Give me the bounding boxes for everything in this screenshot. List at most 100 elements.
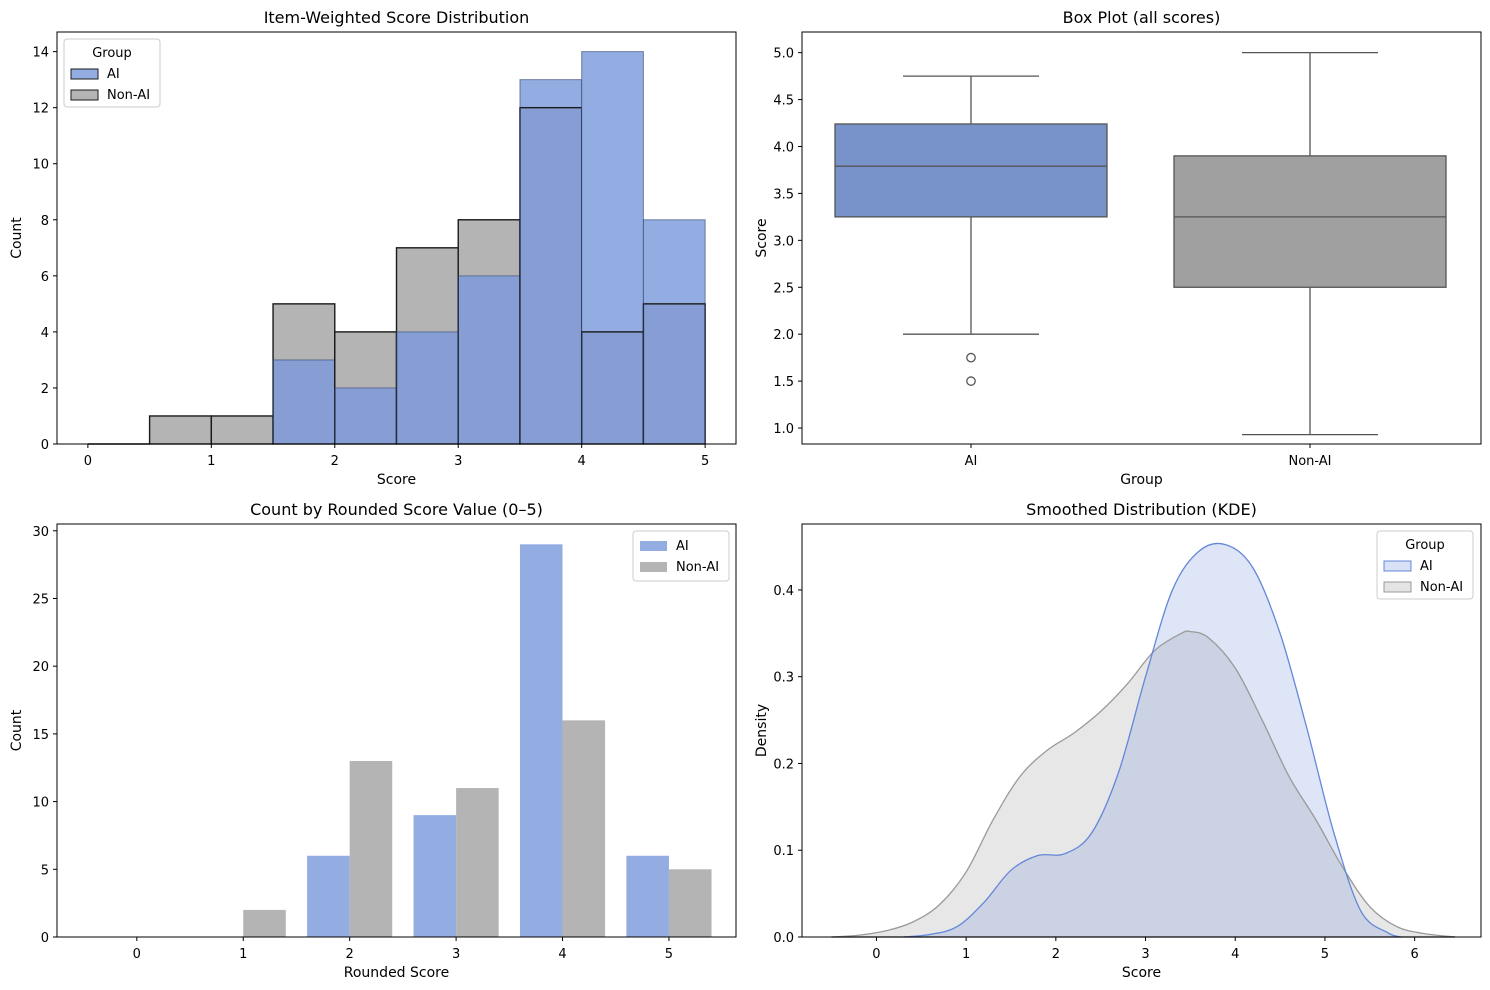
legend-swatch-non-ai <box>640 562 667 572</box>
y-tick-label-p1-5: 10 <box>32 158 49 173</box>
hist-overlap-bar <box>334 387 397 444</box>
y-tick-label-p4-4: 0.4 <box>773 584 794 599</box>
y-tick-label-p1-2: 4 <box>41 326 49 341</box>
hist-overlap-bar <box>519 107 582 445</box>
y-tick-label-p3-1: 5 <box>41 863 49 878</box>
y-axis-label-2: Score <box>754 218 770 257</box>
x-tick-label-p3-1: 1 <box>239 947 247 962</box>
chart-title-4: Smoothed Distribution (KDE) <box>1026 500 1257 519</box>
hist-excess-bar <box>581 51 644 332</box>
y-tick-label-p2-3: 2.5 <box>773 281 794 296</box>
legend-swatch-ai <box>640 541 667 551</box>
y-tick-label-p3-4: 20 <box>32 660 49 675</box>
hist-excess-bar <box>149 415 212 444</box>
y-tick-label-p4-1: 0.1 <box>773 844 794 859</box>
x-tick-label-p1-3: 3 <box>454 454 462 469</box>
x-tick-label-p1-2: 2 <box>331 454 339 469</box>
y-tick-label-p3-0: 0 <box>41 931 49 946</box>
y-tick-label-p4-0: 0.0 <box>773 931 794 946</box>
x-tick-label-p3-5: 5 <box>665 947 673 962</box>
x-axis-label-3: Rounded Score <box>344 965 449 981</box>
x-tick-label-p4-6: 6 <box>1410 947 1418 962</box>
bar-ai-3 <box>413 815 457 937</box>
y-tick-label-p1-3: 6 <box>41 270 49 285</box>
kde-area-nonai <box>831 630 1455 937</box>
y-tick-label-p4-3: 0.3 <box>773 671 794 686</box>
y-tick-label-p1-1: 2 <box>41 382 49 397</box>
y-tick-label-p2-8: 5.0 <box>773 47 794 62</box>
x-tick-label-p1-5: 5 <box>701 454 709 469</box>
x-axis-label-1: Score <box>377 472 416 488</box>
axes-frame-1 <box>56 31 737 445</box>
y-tick-label-p2-2: 2.0 <box>773 328 794 343</box>
bar-ai-4 <box>519 544 563 937</box>
hist-overlap-bar <box>643 303 706 444</box>
hist-excess-bar <box>643 219 706 304</box>
hist-overlap-bar <box>396 331 459 444</box>
hist-overlap-bar <box>581 331 644 444</box>
x-tick-label-p4-0: 0 <box>872 947 880 962</box>
axes-frame-2 <box>801 31 1482 445</box>
x-tick-label-p2-1: Non-AI <box>1288 454 1331 469</box>
bar-nonai-2 <box>349 760 393 937</box>
y-tick-label-p1-0: 0 <box>41 438 49 453</box>
bar-nonai-4 <box>562 720 606 937</box>
x-axis-label-2: Group <box>1120 472 1163 488</box>
axes-frame-3 <box>56 523 737 938</box>
hist-excess-bar <box>273 303 335 360</box>
legend-swatch-ai <box>70 68 99 80</box>
y-tick-label-p2-4: 3.0 <box>773 234 794 249</box>
y-tick-label-p2-7: 4.5 <box>773 94 794 109</box>
y-tick-label-p1-7: 14 <box>32 46 49 61</box>
legend-label-ai: AI <box>676 539 689 554</box>
legend-swatch-non-ai <box>1383 581 1412 593</box>
y-tick-label-p1-6: 12 <box>32 102 49 117</box>
legend-label-ai: AI <box>1420 559 1433 574</box>
legend-title-4: Group <box>1405 538 1445 553</box>
kde-area-ai <box>903 543 1402 937</box>
legend-label-non-ai: Non-AI <box>676 560 719 575</box>
x-tick-label-p1-4: 4 <box>578 454 586 469</box>
bar-nonai-5 <box>668 869 712 937</box>
y-axis-label-4: Density <box>754 704 770 757</box>
x-tick-label-p3-0: 0 <box>133 947 141 962</box>
chart-title-3: Count by Rounded Score Value (0–5) <box>250 500 543 519</box>
kde-line-ai <box>903 542 1402 938</box>
x-tick-label-p1-1: 1 <box>207 454 215 469</box>
box-non-ai <box>1173 155 1447 288</box>
legend-swatch-ai <box>1383 560 1412 572</box>
y-axis-label-1: Count <box>9 217 25 259</box>
box-ai <box>834 123 1108 218</box>
x-axis-label-4: Score <box>1122 965 1161 981</box>
legend-title-1: Group <box>92 46 132 61</box>
x-tick-label-p4-1: 1 <box>962 947 970 962</box>
x-tick-label-p2-0: AI <box>965 454 978 469</box>
x-tick-label-p1-0: 0 <box>84 454 92 469</box>
hist-excess-bar <box>334 331 397 388</box>
y-axis-label-3: Count <box>9 709 25 751</box>
y-tick-label-p4-2: 0.2 <box>773 757 794 772</box>
bar-ai-5 <box>626 855 669 937</box>
x-tick-label-p4-5: 5 <box>1321 947 1329 962</box>
hist-overlap-bar <box>273 359 335 444</box>
chart-title-2: Box Plot (all scores) <box>1063 8 1221 27</box>
y-tick-label-p3-2: 10 <box>32 796 49 811</box>
hist-excess-bar <box>211 415 274 444</box>
hist-excess-bar <box>458 219 520 276</box>
bar-nonai-1 <box>243 909 286 937</box>
y-tick-label-p1-4: 8 <box>41 214 49 229</box>
y-tick-label-p3-6: 30 <box>32 525 49 540</box>
x-tick-label-p4-2: 2 <box>1052 947 1060 962</box>
outlier-point-ai <box>966 352 976 363</box>
legend-swatch-non-ai <box>70 89 99 101</box>
hist-overlap-bar <box>458 275 520 444</box>
x-tick-label-p4-4: 4 <box>1231 947 1239 962</box>
hist-excess-bar <box>519 79 582 108</box>
bar-nonai-3 <box>456 788 499 937</box>
x-tick-label-p3-2: 2 <box>346 947 354 962</box>
x-tick-label-p3-4: 4 <box>558 947 566 962</box>
y-tick-label-p2-0: 1.0 <box>773 422 794 437</box>
kde-line-nonai <box>831 630 1456 938</box>
y-tick-label-p3-5: 25 <box>32 592 49 607</box>
